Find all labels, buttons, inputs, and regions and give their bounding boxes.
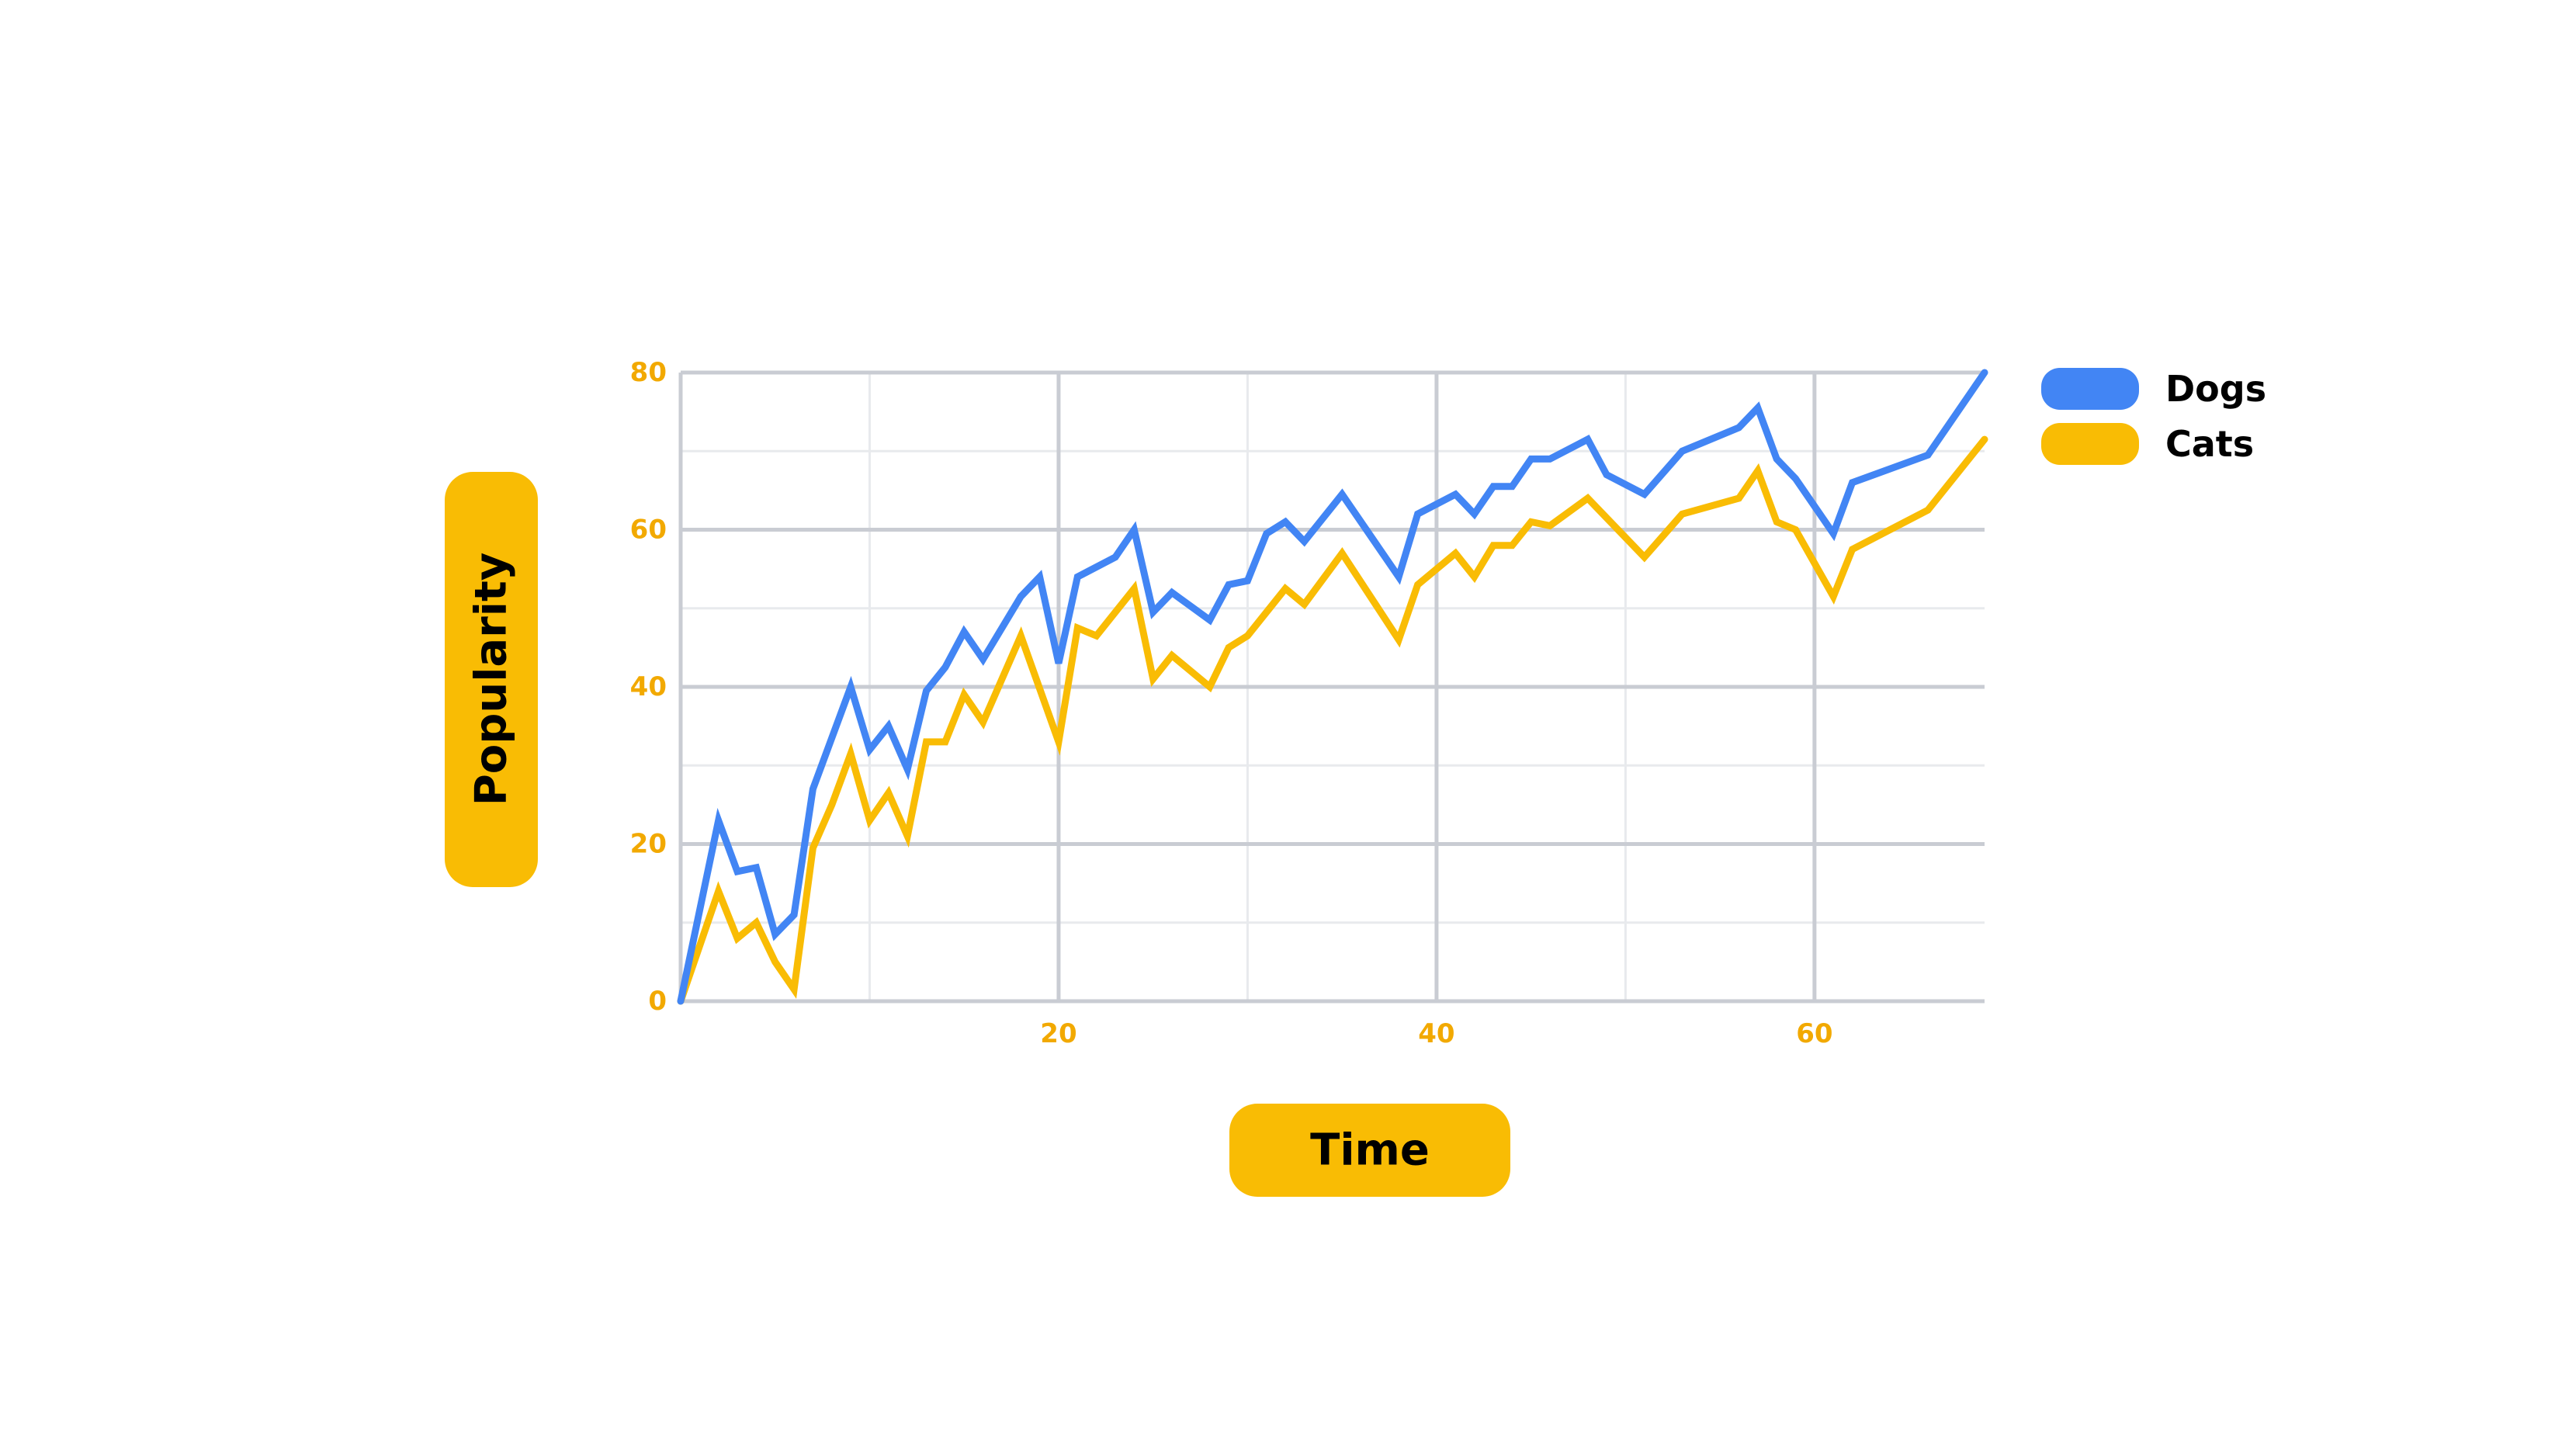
y-tick-label: 0 [648,986,667,1017]
x-axis-label-text: Time [1310,1125,1430,1176]
x-tick-label: 40 [1418,1018,1454,1049]
y-tick-label: 60 [630,515,667,546]
legend-swatch-dogs [2041,368,2139,410]
y-axis-label-pill [445,472,538,887]
series-lines [677,369,1988,1005]
y-tick-label: 20 [630,829,667,860]
y-axis-label-text: Popularity [466,553,517,806]
y-tick-label: 80 [630,357,667,388]
legend-label-dogs: Dogs [2165,368,2266,410]
y-tick-labels: 0 20 40 60 80 [630,357,667,1017]
y-tick-label: 40 [630,671,667,702]
x-tick-label: 60 [1796,1018,1832,1049]
legend-label-cats: Cats [2165,423,2254,465]
legend: Dogs Cats [2041,368,2266,465]
legend-item-cats: Cats [2041,423,2254,465]
series-line-cats [677,435,1988,1005]
x-tick-label: 20 [1040,1018,1076,1049]
grid [678,370,1985,1004]
legend-item-dogs: Dogs [2041,368,2266,410]
y-axis-label: Popularity [445,472,538,887]
legend-swatch-cats [2041,423,2139,465]
x-axis-label-pill [1229,1104,1510,1197]
x-axis-label: Time [1229,1104,1510,1197]
x-tick-labels: 20 40 60 [1040,1018,1832,1049]
series-line-dogs [677,369,1988,1005]
